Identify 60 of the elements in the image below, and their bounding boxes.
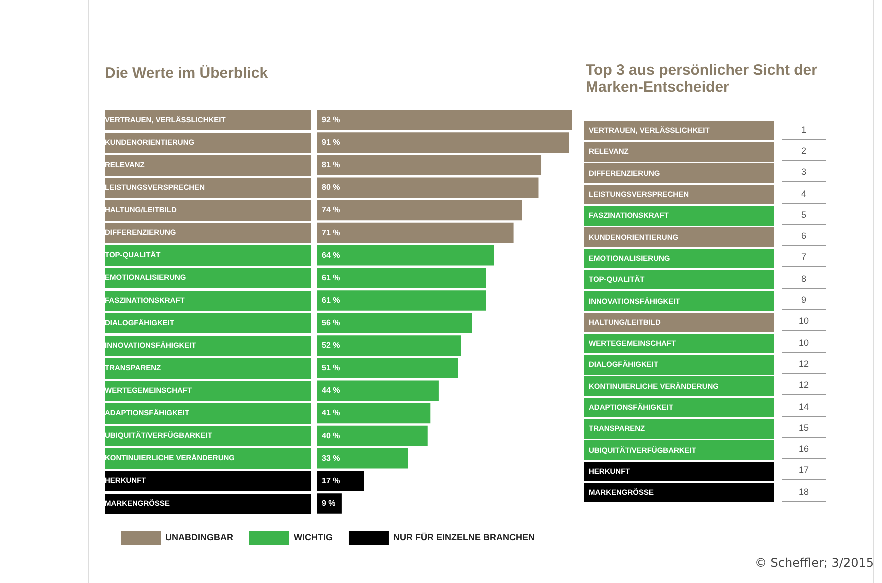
data-label: 14 — [782, 398, 826, 416]
legend-label: WICHTIG — [294, 532, 333, 542]
data-label: 16 — [782, 441, 826, 460]
data-label: 51 % — [322, 364, 340, 373]
bar — [317, 336, 462, 356]
data-label: 17 — [782, 462, 826, 480]
legend-label: NUR FÜR EINZELNE BRANCHEN — [393, 532, 535, 542]
text: Top 3 aus persönlicher Sicht der Marken-Entscheider — [586, 62, 818, 96]
data-label: 33 % — [322, 454, 340, 463]
legend-label: UNABDINGBAR — [166, 532, 234, 542]
bar — [317, 290, 486, 311]
data-label: 8 — [782, 270, 826, 289]
data-label: 92 % — [322, 115, 340, 124]
bar — [317, 178, 539, 198]
data-label: 4 — [782, 186, 826, 204]
data-label: 18 — [782, 484, 826, 502]
data-label: 7 — [782, 249, 826, 268]
bar — [317, 403, 431, 424]
data-label: 12 — [782, 356, 826, 374]
data-label: 2 — [782, 142, 826, 161]
data-label: 74 % — [322, 206, 340, 215]
data-label: 12 — [782, 377, 826, 396]
text: Die Werte im Überblick — [105, 65, 269, 82]
bar — [317, 155, 542, 176]
text: © Scheffler; 3/2015 — [754, 556, 874, 570]
data-label: 17 % — [322, 476, 340, 486]
data-label: 64 % — [322, 250, 340, 260]
data-label: 10 — [782, 313, 826, 332]
bar — [317, 448, 408, 469]
data-label: 52 % — [322, 341, 340, 350]
data-label: 80 % — [322, 183, 340, 192]
bar — [317, 245, 494, 266]
data-label: 6 — [782, 228, 826, 246]
data-label: 10 — [782, 334, 826, 353]
data-label: 1 — [782, 122, 826, 140]
bar — [317, 110, 572, 130]
data-label: 3 — [782, 164, 826, 182]
data-label: 9 — [782, 292, 826, 310]
data-label: 61 % — [322, 296, 340, 305]
data-label: 71 % — [322, 228, 340, 238]
bar — [317, 222, 514, 244]
bar — [317, 494, 342, 514]
bar — [317, 358, 458, 379]
data-label: 81 % — [322, 160, 340, 170]
data-label: 56 % — [322, 318, 340, 328]
bar — [317, 268, 486, 288]
data-label: 40 % — [322, 431, 340, 440]
data-label: 9 % — [322, 498, 336, 508]
bar — [317, 471, 364, 492]
bar — [317, 426, 428, 446]
bar — [317, 132, 570, 153]
data-label: 91 % — [322, 138, 340, 148]
data-label: 44 % — [322, 386, 340, 396]
data-label: 41 % — [322, 408, 340, 418]
data-label: 61 % — [322, 273, 340, 282]
data-label: 15 — [782, 420, 826, 438]
bar — [317, 200, 522, 221]
bar — [317, 313, 472, 334]
data-label: 5 — [782, 206, 826, 225]
bar — [317, 380, 439, 402]
